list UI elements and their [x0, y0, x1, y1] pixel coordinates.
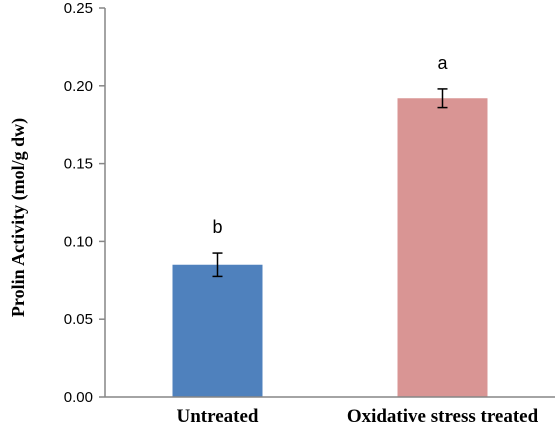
bar-annotations: ba	[212, 53, 448, 237]
error-bar	[212, 252, 223, 278]
bar	[397, 98, 488, 398]
y-axis-tick-labels: 0.00 0.05 0.10 0.15 0.20 0.25	[64, 0, 93, 406]
significance-label: a	[437, 53, 448, 73]
y-tick-label: 0.20	[64, 78, 93, 95]
error-bars	[212, 88, 448, 278]
y-tick-label: 0.25	[64, 0, 93, 17]
category-label: Untreated	[177, 406, 259, 427]
y-tick-label: 0.05	[64, 311, 93, 328]
y-axis-title: Prolin Activity (mol/g dw)	[8, 118, 29, 317]
bars	[172, 98, 488, 398]
error-bar	[437, 88, 448, 109]
y-tick-label: 0.15	[64, 156, 93, 173]
y-axis-ticks	[99, 7, 105, 398]
y-tick-label: 0.00	[64, 389, 93, 406]
category-label: Oxidative stress treated	[347, 406, 539, 427]
x-axis-category-labels: Untreated Oxidative stress treated	[177, 406, 539, 427]
significance-label: b	[212, 217, 222, 237]
y-tick-label: 0.10	[64, 233, 93, 250]
bar	[172, 264, 263, 397]
